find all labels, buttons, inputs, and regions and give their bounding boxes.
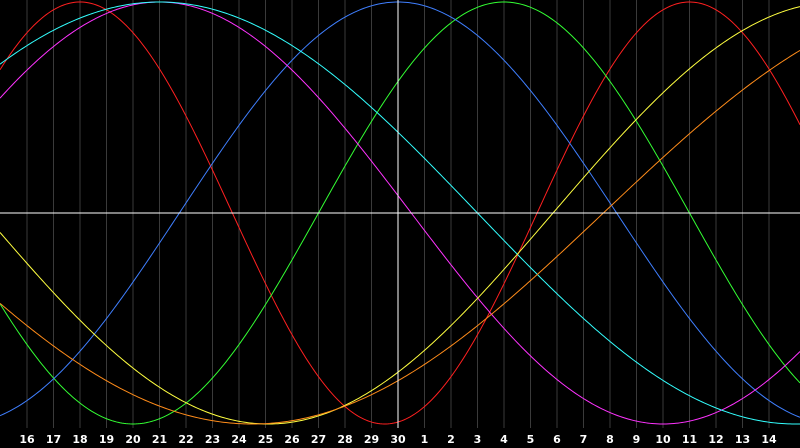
x-tick-label: 5 — [527, 433, 535, 446]
x-tick-label: 8 — [606, 433, 614, 446]
x-tick-label: 2 — [447, 433, 455, 446]
x-axis-tick-labels: 16 17 18 19 20 21 22 23 24 25 26 27 28 29 30 1 2 3 4 5 6 7 8 9 1… — [19, 433, 777, 446]
x-tick-label: 9 — [633, 433, 641, 446]
x-tick-label: 6 — [553, 433, 561, 446]
x-tick-label: 11 — [682, 433, 697, 446]
x-tick-label: 21 — [152, 433, 167, 446]
x-tick-label: 29 — [364, 433, 379, 446]
x-tick-label: 3 — [474, 433, 482, 446]
x-tick-label: 4 — [500, 433, 508, 446]
x-tick-label: 28 — [337, 433, 352, 446]
x-tick-label: 20 — [125, 433, 141, 446]
series-line-1 — [0, 1, 800, 425]
series-line-6 — [0, 6, 800, 425]
series-line-3 — [0, 1, 800, 418]
x-tick-label: 26 — [284, 433, 300, 446]
x-tick-label: 10 — [655, 433, 671, 446]
x-tick-label: 18 — [72, 433, 87, 446]
x-tick-label: 22 — [178, 433, 193, 446]
x-tick-label: 13 — [735, 433, 750, 446]
x-tick-label: 17 — [46, 433, 61, 446]
x-tick-label: 27 — [311, 433, 326, 446]
grid-lines — [26, 0, 770, 428]
series-group — [0, 1, 800, 425]
x-tick-label: 25 — [258, 433, 273, 446]
x-tick-label: 7 — [580, 433, 588, 446]
x-tick-label: 12 — [708, 433, 723, 446]
x-tick-label: 30 — [390, 433, 406, 446]
x-tick-label: 16 — [19, 433, 35, 446]
x-tick-label: 23 — [205, 433, 220, 446]
series-line-5 — [0, 1, 800, 425]
series-line-2 — [0, 1, 800, 425]
crosshair — [0, 0, 800, 428]
series-line-4 — [0, 1, 800, 425]
x-tick-label: 19 — [99, 433, 114, 446]
x-tick-label: 24 — [231, 433, 247, 446]
x-tick-label: 14 — [761, 433, 777, 446]
x-tick-label: 1 — [421, 433, 429, 446]
series-line-7 — [0, 49, 800, 425]
